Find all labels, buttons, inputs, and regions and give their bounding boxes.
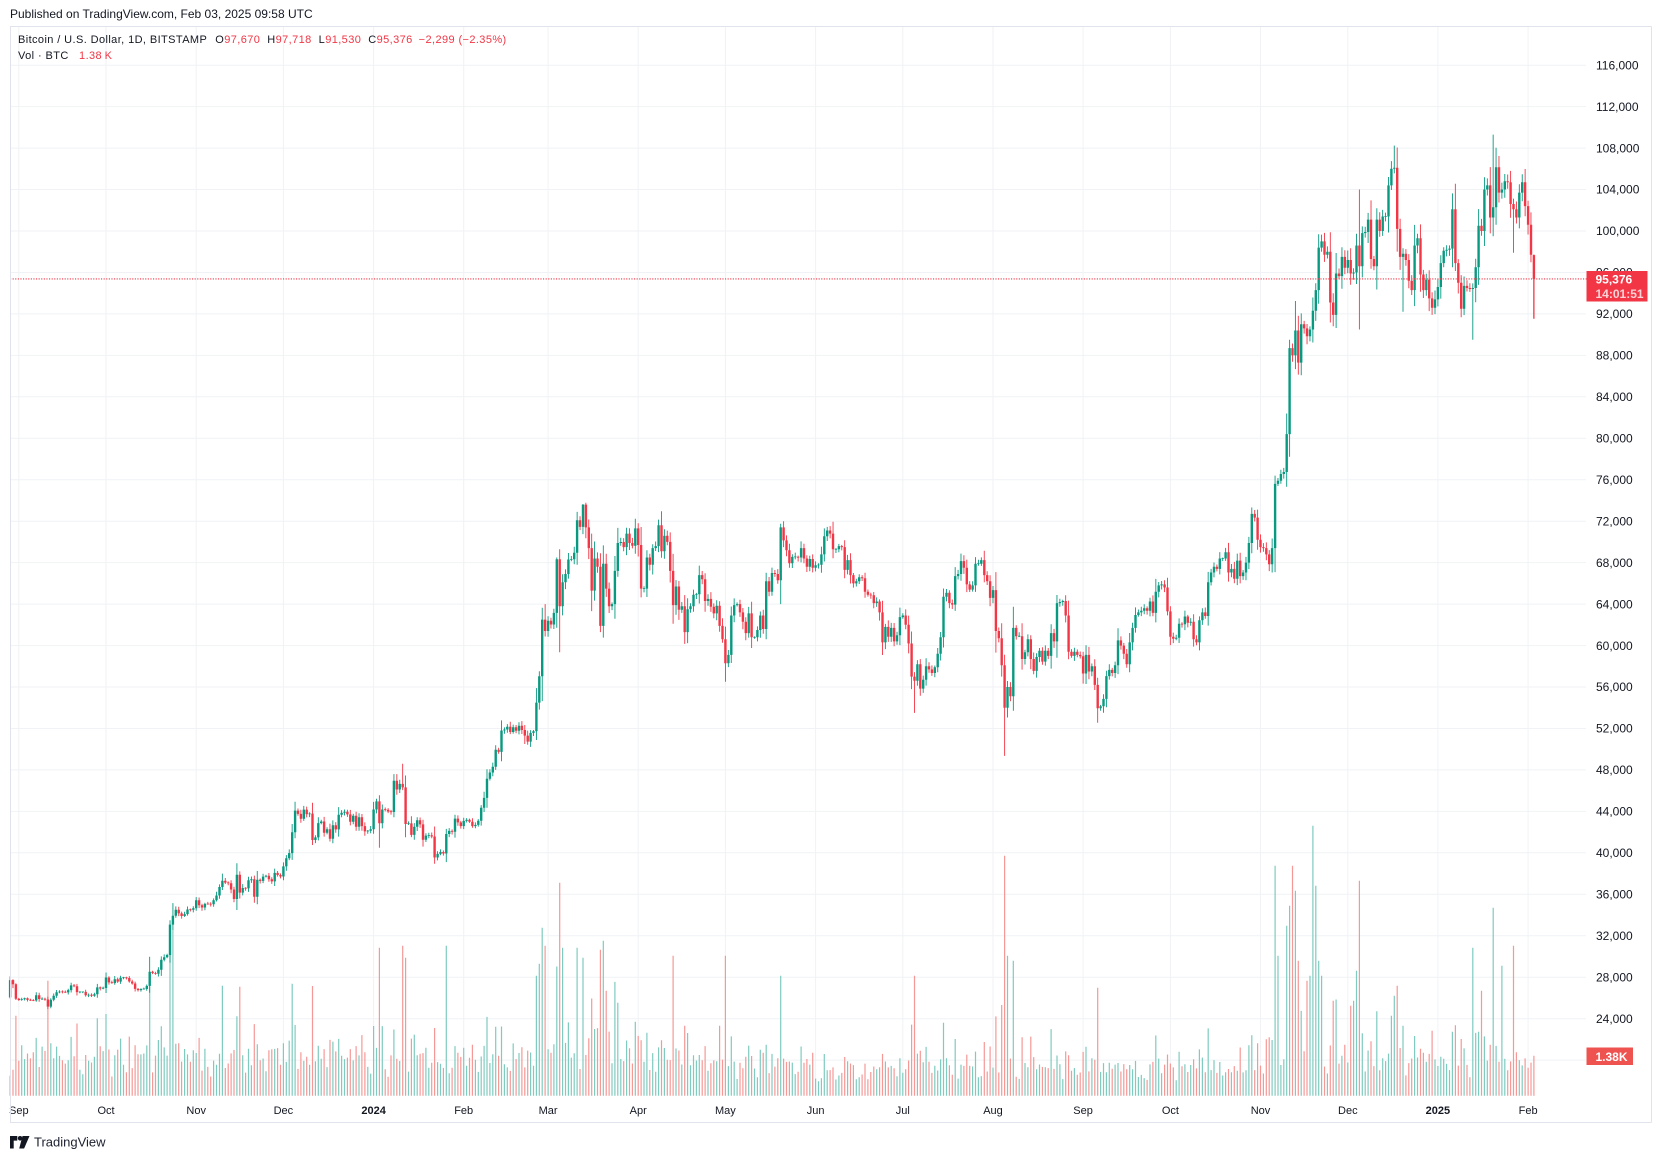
svg-text:88,000: 88,000 [1596,349,1633,363]
svg-text:108,000: 108,000 [1596,141,1640,155]
svg-text:40,000: 40,000 [1596,846,1633,860]
svg-text:84,000: 84,000 [1596,390,1633,404]
svg-text:32,000: 32,000 [1596,929,1633,943]
svg-text:112,000: 112,000 [1596,100,1639,114]
svg-text:Dec: Dec [1338,1105,1358,1117]
svg-text:Feb: Feb [454,1105,473,1117]
svg-text:14:01:51: 14:01:51 [1596,287,1644,301]
svg-text:Oct: Oct [97,1105,114,1117]
svg-text:92,000: 92,000 [1596,307,1633,321]
svg-text:Oct: Oct [1162,1105,1179,1117]
svg-text:Sep: Sep [9,1105,29,1117]
svg-text:Aug: Aug [983,1105,1003,1117]
svg-text:68,000: 68,000 [1596,556,1633,570]
svg-text:2025: 2025 [1426,1105,1450,1117]
svg-text:1.38K: 1.38K [1596,1050,1628,1064]
svg-text:Dec: Dec [274,1105,294,1117]
svg-text:64,000: 64,000 [1596,597,1633,611]
svg-text:28,000: 28,000 [1596,970,1633,984]
svg-text:95,376: 95,376 [1596,273,1633,287]
svg-text:72,000: 72,000 [1596,514,1633,528]
svg-text:Apr: Apr [630,1105,647,1117]
svg-text:56,000: 56,000 [1596,680,1633,694]
svg-text:52,000: 52,000 [1596,722,1633,736]
svg-text:36,000: 36,000 [1596,888,1633,902]
svg-text:76,000: 76,000 [1596,473,1633,487]
svg-text:24,000: 24,000 [1596,1012,1633,1026]
svg-text:TradingView: TradingView [34,1135,106,1150]
svg-text:100,000: 100,000 [1596,224,1640,238]
svg-text:48,000: 48,000 [1596,763,1633,777]
svg-text:2024: 2024 [361,1105,386,1117]
svg-text:60,000: 60,000 [1596,639,1633,653]
svg-text:104,000: 104,000 [1596,183,1640,197]
svg-text:Sep: Sep [1073,1105,1093,1117]
svg-text:Jul: Jul [896,1105,910,1117]
svg-text:Mar: Mar [539,1105,558,1117]
svg-text:44,000: 44,000 [1596,805,1633,819]
svg-text:Feb: Feb [1519,1105,1538,1117]
svg-text:80,000: 80,000 [1596,432,1633,446]
svg-text:116,000: 116,000 [1596,58,1639,72]
svg-text:May: May [715,1105,736,1117]
svg-text:Jun: Jun [807,1105,825,1117]
svg-text:Nov: Nov [186,1105,206,1117]
svg-text:Nov: Nov [1251,1105,1271,1117]
